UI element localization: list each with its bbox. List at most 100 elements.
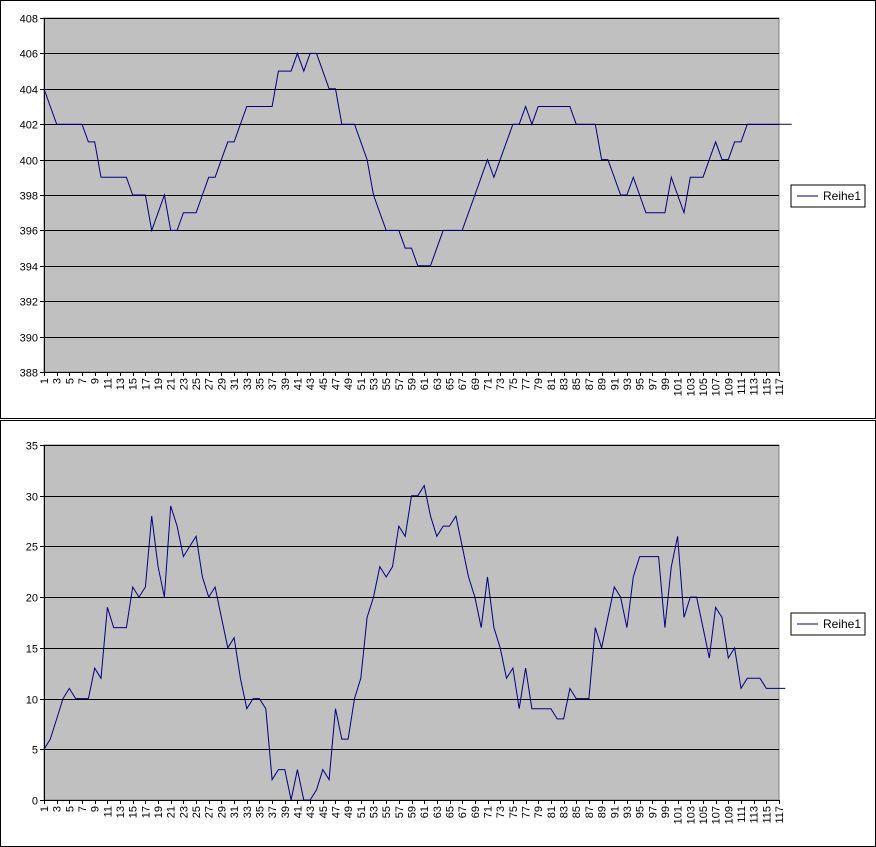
x-tick-label: 73: [495, 378, 507, 390]
x-tick-label: 91: [609, 806, 621, 818]
x-tick-label: 37: [267, 378, 279, 390]
x-tick-label: 31: [229, 378, 241, 390]
x-tick-label: 107: [711, 378, 723, 396]
x-tick-label: 63: [432, 378, 444, 390]
x-tick-label: 99: [660, 806, 672, 818]
legend: Reihe1: [790, 612, 866, 636]
x-tick-label: 71: [483, 806, 495, 818]
x-tick-label: 115: [761, 378, 773, 396]
x-tick-label: 51: [356, 806, 368, 818]
x-tick-label: 7: [77, 806, 89, 812]
y-tick-label: 392: [20, 297, 38, 309]
y-tick-label: 35: [26, 441, 38, 453]
y-tick-label: 396: [20, 226, 38, 238]
x-tick-label: 113: [749, 378, 761, 396]
x-tick-label: 33: [242, 378, 254, 390]
x-tick-label: 97: [647, 378, 659, 390]
x-tick-label: 117: [774, 378, 786, 396]
x-tick-label: 35: [254, 378, 266, 390]
x-tick-label: 1: [39, 806, 51, 812]
x-tick-label: 85: [571, 806, 583, 818]
x-tick-label: 49: [343, 378, 355, 390]
x-tick-label: 41: [292, 806, 304, 818]
x-tick-label: 13: [115, 806, 127, 818]
x-tick-label: 3: [52, 378, 64, 384]
y-tick-label: 402: [20, 120, 38, 132]
x-tick-label: 115: [761, 806, 773, 824]
x-tick-label: 101: [673, 806, 685, 824]
x-tick-label: 71: [483, 378, 495, 390]
x-tick-label: 65: [445, 378, 457, 390]
x-tick-label: 97: [647, 806, 659, 818]
x-tick-label: 93: [622, 378, 634, 390]
x-tick-label: 75: [508, 378, 520, 390]
y-tick-label: 15: [26, 644, 38, 656]
x-tick-label: 11: [102, 806, 114, 817]
series-line: [43, 51, 792, 267]
x-tick-label: 109: [723, 806, 735, 824]
x-tick-label: 15: [128, 378, 140, 390]
x-tick-label: 25: [191, 378, 203, 390]
x-tick-label: 53: [368, 378, 380, 390]
y-tick-label: 408: [20, 14, 38, 26]
x-tick-label: 47: [330, 378, 342, 390]
x-tick-label: 81: [546, 378, 558, 390]
y-tick-label: 5: [32, 745, 38, 757]
legend-box: [790, 184, 866, 208]
x-tick-label: 17: [140, 378, 152, 390]
x-tick-label: 21: [166, 806, 178, 818]
x-tick-label: 55: [381, 378, 393, 390]
x-tick-label: 39: [280, 378, 292, 390]
x-tick-label: 95: [635, 806, 647, 818]
x-tick-label: 67: [457, 806, 469, 818]
x-tick-label: 41: [292, 378, 304, 390]
x-tick-label: 87: [584, 378, 596, 390]
x-tick-label: 11: [102, 378, 114, 389]
x-tick-label: 19: [153, 806, 165, 818]
x-tick-label: 81: [546, 806, 558, 818]
series-line: [43, 484, 786, 801]
y-tick-label: 394: [20, 262, 38, 274]
x-tick-label: 21: [166, 378, 178, 390]
x-tick-label: 9: [90, 378, 102, 384]
x-tick-label: 9: [90, 806, 102, 812]
x-tick-label: 17: [140, 806, 152, 818]
x-tick-label: 29: [216, 806, 228, 818]
x-tick-label: 63: [432, 806, 444, 818]
x-tick-label: 107: [711, 806, 723, 824]
x-tick-label: 5: [64, 806, 76, 812]
y-tick-label: 400: [20, 156, 38, 168]
x-tick-label: 95: [635, 378, 647, 390]
x-tick-label: 31: [229, 806, 241, 818]
x-tick-label: 27: [204, 378, 216, 390]
x-tick-label: 89: [597, 806, 609, 818]
x-tick-label: 99: [660, 378, 672, 390]
x-tick-label: 43: [305, 806, 317, 818]
x-tick-label: 53: [368, 806, 380, 818]
x-tick-label: 65: [445, 806, 457, 818]
x-tick-label: 83: [559, 378, 571, 390]
x-tick-label: 47: [330, 806, 342, 818]
x-tick-label: 23: [178, 806, 190, 818]
x-tick-label: 37: [267, 806, 279, 818]
x-tick-label: 57: [394, 806, 406, 818]
x-tick-label: 69: [470, 806, 482, 818]
x-tick-label: 111: [736, 378, 748, 395]
x-tick-label: 105: [698, 806, 710, 824]
x-tick-label: 33: [242, 806, 254, 818]
x-tick-label: 83: [559, 806, 571, 818]
legend: Reihe1: [790, 184, 866, 208]
x-tick-label: 69: [470, 378, 482, 390]
x-tick-label: 39: [280, 806, 292, 818]
x-tick-label: 73: [495, 806, 507, 818]
y-tick-label: 406: [20, 49, 38, 61]
x-tick-label: 61: [419, 378, 431, 390]
x-tick-label: 77: [521, 378, 533, 390]
x-tick-label: 59: [407, 806, 419, 818]
x-tick-label: 61: [419, 806, 431, 818]
x-tick-label: 91: [609, 378, 621, 390]
x-tick-label: 109: [723, 378, 735, 396]
x-tick-label: 7: [77, 378, 89, 384]
